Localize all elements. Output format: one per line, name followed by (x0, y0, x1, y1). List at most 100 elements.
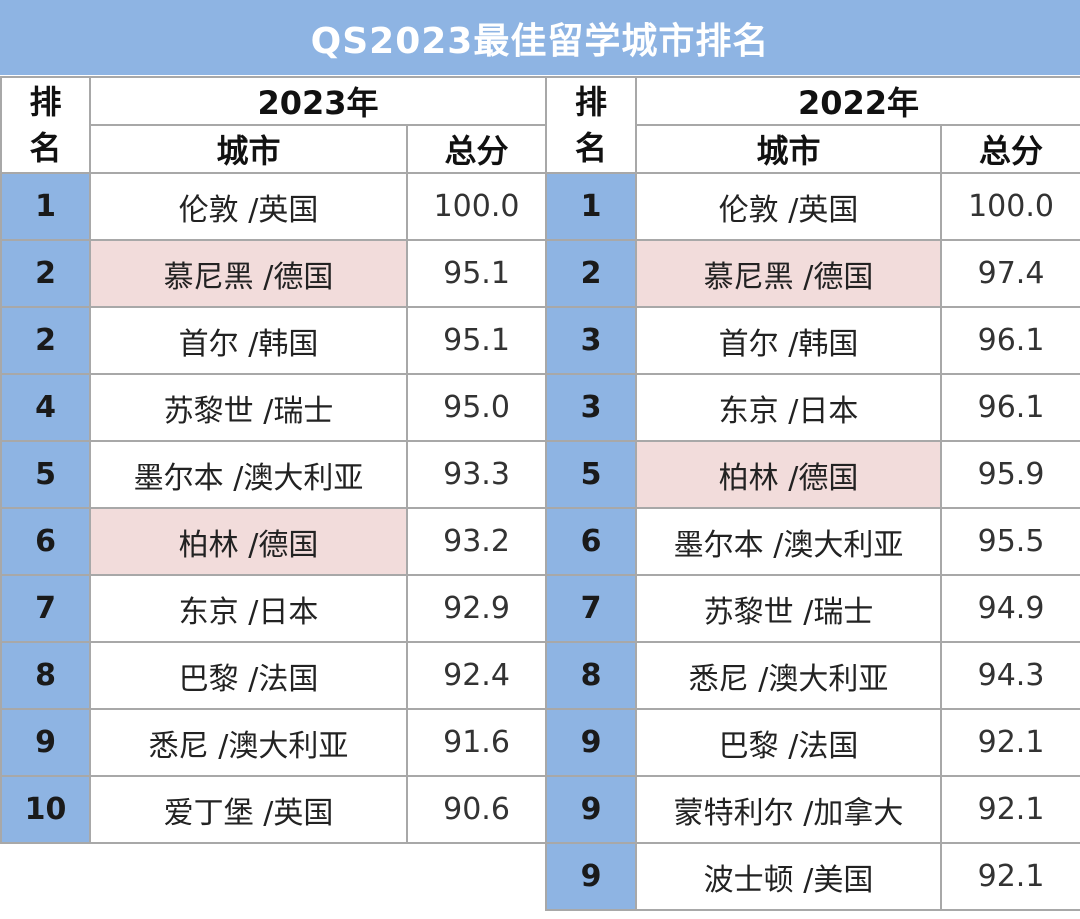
table-row: 1 伦敦 /英国 100.0 (0, 172, 548, 241)
score-cell: 91.6 (405, 708, 548, 777)
score-cell: 93.3 (405, 440, 548, 509)
score-cell: 95.1 (405, 239, 548, 308)
city-cell: 巴黎 /法国 (89, 641, 408, 710)
score-header: 总分 (405, 124, 548, 174)
city-cell: 慕尼黑 /德国 (635, 239, 942, 308)
score-cell: 100.0 (939, 172, 1080, 241)
table-row: 2 首尔 /韩国 95.1 (0, 306, 548, 375)
city-cell: 柏林 /德国 (635, 440, 942, 509)
year-header: 2022年 (634, 76, 1080, 126)
table-row: 10 爱丁堡 /英国 90.6 (0, 775, 548, 844)
rank-cell: 9 (545, 775, 637, 844)
city-cell: 巴黎 /法国 (635, 708, 942, 777)
score-cell: 92.1 (939, 708, 1080, 777)
rank-cell: 9 (545, 708, 637, 777)
rank-header-line1: 排 (29, 83, 62, 121)
city-cell: 慕尼黑 /德国 (89, 239, 408, 308)
score-cell: 100.0 (405, 172, 548, 241)
table-row: 6 墨尔本 /澳大利亚 95.5 (545, 507, 1080, 576)
score-cell: 97.4 (939, 239, 1080, 308)
rank-cell: 7 (0, 574, 91, 643)
score-cell: 95.1 (405, 306, 548, 375)
score-cell: 95.0 (405, 373, 548, 442)
score-cell: 95.9 (939, 440, 1080, 509)
rank-header: 排 名 (545, 76, 637, 174)
score-cell: 92.1 (939, 775, 1080, 844)
table-row: 8 巴黎 /法国 92.4 (0, 641, 548, 710)
rank-cell: 3 (545, 373, 637, 442)
score-cell: 92.1 (939, 842, 1080, 911)
city-cell: 首尔 /韩国 (89, 306, 408, 375)
table-row: 9 波士顿 /美国 92.1 (545, 842, 1080, 911)
rank-cell: 5 (545, 440, 637, 509)
score-cell: 90.6 (405, 775, 548, 844)
city-cell: 苏黎世 /瑞士 (635, 574, 942, 643)
table-row: 3 首尔 /韩国 96.1 (545, 306, 1080, 375)
rank-cell: 2 (0, 239, 91, 308)
table-row: 2 慕尼黑 /德国 97.4 (545, 239, 1080, 308)
rank-cell: 3 (545, 306, 637, 375)
table-row: 9 蒙特利尔 /加拿大 92.1 (545, 775, 1080, 844)
ranking-table-2023: 排 名 2023年 城市 总分 1 伦敦 /英国 100.0 2 慕尼黑 /德国 95.1… (0, 76, 548, 844)
city-cell: 伦敦 /英国 (635, 172, 942, 241)
rank-header: 排 名 (0, 76, 91, 174)
city-cell: 伦敦 /英国 (89, 172, 408, 241)
city-cell: 东京 /日本 (89, 574, 408, 643)
rank-cell: 5 (0, 440, 91, 509)
city-cell: 波士顿 /美国 (635, 842, 942, 911)
table-row: 2 慕尼黑 /德国 95.1 (0, 239, 548, 308)
score-header: 总分 (939, 124, 1080, 174)
table-row: 8 悉尼 /澳大利亚 94.3 (545, 641, 1080, 710)
rank-cell: 10 (0, 775, 91, 844)
table-row: 7 东京 /日本 92.9 (0, 574, 548, 643)
rank-cell: 4 (0, 373, 91, 442)
rank-header-line2: 名 (574, 129, 607, 167)
rank-cell: 9 (0, 708, 91, 777)
rank-cell: 1 (545, 172, 637, 241)
city-cell: 悉尼 /澳大利亚 (89, 708, 408, 777)
score-cell: 92.9 (405, 574, 548, 643)
rank-cell: 1 (0, 172, 91, 241)
score-cell: 96.1 (939, 373, 1080, 442)
score-cell: 93.2 (405, 507, 548, 576)
city-cell: 东京 /日本 (635, 373, 942, 442)
rank-cell: 7 (545, 574, 637, 643)
table-row: 3 东京 /日本 96.1 (545, 373, 1080, 442)
page-title: QS2023最佳留学城市排名 (0, 0, 1080, 75)
table-row: 9 巴黎 /法国 92.1 (545, 708, 1080, 777)
table-row: 6 柏林 /德国 93.2 (0, 507, 548, 576)
table-row: 5 柏林 /德国 95.9 (545, 440, 1080, 509)
city-cell: 首尔 /韩国 (635, 306, 942, 375)
score-cell: 95.5 (939, 507, 1080, 576)
rank-cell: 8 (0, 641, 91, 710)
city-cell: 苏黎世 /瑞士 (89, 373, 408, 442)
score-cell: 96.1 (939, 306, 1080, 375)
city-cell: 悉尼 /澳大利亚 (635, 641, 942, 710)
rank-header-line1: 排 (574, 83, 607, 121)
table-body: 1 伦敦 /英国 100.0 2 慕尼黑 /德国 97.4 3 首尔 /韩国 96.1 3 东京 /… (545, 172, 1080, 911)
table-body: 1 伦敦 /英国 100.0 2 慕尼黑 /德国 95.1 2 首尔 /韩国 95.1 4 苏黎世 … (0, 172, 548, 844)
table-row: 9 悉尼 /澳大利亚 91.6 (0, 708, 548, 777)
city-header: 城市 (89, 124, 408, 174)
table-row: 7 苏黎世 /瑞士 94.9 (545, 574, 1080, 643)
rank-cell: 2 (545, 239, 637, 308)
city-cell: 爱丁堡 /英国 (89, 775, 408, 844)
score-cell: 94.9 (939, 574, 1080, 643)
rank-cell: 9 (545, 842, 637, 911)
city-header: 城市 (635, 124, 942, 174)
rank-cell: 2 (0, 306, 91, 375)
table-row: 1 伦敦 /英国 100.0 (545, 172, 1080, 241)
rank-cell: 6 (545, 507, 637, 576)
table-row: 5 墨尔本 /澳大利亚 93.3 (0, 440, 548, 509)
city-cell: 蒙特利尔 /加拿大 (635, 775, 942, 844)
table-row: 4 苏黎世 /瑞士 95.0 (0, 373, 548, 442)
ranking-table-2022: 排 名 2022年 城市 总分 1 伦敦 /英国 100.0 2 慕尼黑 /德国 97.4… (545, 76, 1080, 911)
rank-header-line2: 名 (29, 129, 62, 167)
year-header: 2023年 (88, 76, 548, 126)
score-cell: 92.4 (405, 641, 548, 710)
city-cell: 墨尔本 /澳大利亚 (89, 440, 408, 509)
city-cell: 柏林 /德国 (89, 507, 408, 576)
city-cell: 墨尔本 /澳大利亚 (635, 507, 942, 576)
rank-cell: 6 (0, 507, 91, 576)
rank-cell: 8 (545, 641, 637, 710)
